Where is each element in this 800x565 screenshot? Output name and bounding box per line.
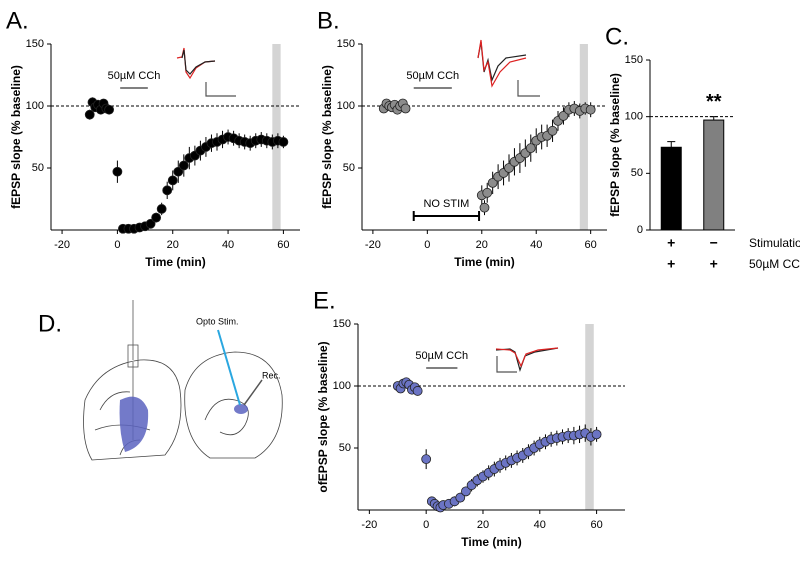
data-point	[455, 492, 466, 503]
significance: **	[706, 91, 722, 113]
x-tick-label: 60	[585, 239, 597, 251]
y-tick-label: 150	[333, 318, 351, 330]
y-tick-label: 50	[32, 162, 44, 174]
x-tick-label: -20	[365, 239, 381, 251]
data-point	[421, 454, 432, 465]
data-point	[156, 204, 167, 214]
y-tick-label: 50	[343, 162, 355, 174]
x-tick-label: 20	[167, 239, 179, 251]
panel-label: A.	[6, 7, 29, 34]
panel-label: C.	[605, 23, 629, 50]
data-point	[278, 137, 289, 147]
y-tick-label: 0	[637, 224, 643, 236]
x-tick-label: 60	[590, 519, 602, 531]
data-point	[112, 166, 123, 177]
panel-label: E.	[313, 287, 336, 314]
y-tick-label: 150	[337, 38, 355, 50]
data-point	[558, 111, 569, 121]
row-value: +	[667, 256, 675, 272]
no-stim-label: NO STIM	[423, 198, 469, 210]
row-value: +	[667, 235, 675, 251]
row-value: −	[710, 235, 718, 251]
x-tick-label: 40	[222, 239, 234, 251]
x-axis-title: Time (min)	[454, 255, 514, 269]
data-point	[412, 386, 423, 396]
drug-label: 50µM CCh	[406, 70, 459, 82]
row-name: Stimulation	[749, 236, 800, 250]
data-point	[178, 160, 189, 171]
inset-trace-a	[176, 47, 236, 97]
data-point	[487, 177, 498, 188]
error-bar	[667, 141, 676, 148]
y-axis-title: fEPSP slope (% baseline)	[320, 65, 334, 209]
data-point	[479, 202, 490, 213]
highlight-band	[585, 324, 594, 510]
y-axis-title: fEPSP slope (% baseline)	[608, 73, 622, 217]
diagram-label: Rec.	[262, 370, 281, 380]
x-tick-label: 20	[476, 239, 488, 251]
panel-label: D.	[38, 310, 62, 337]
y-tick-label: 50	[631, 167, 643, 179]
y-tick-label: 150	[26, 38, 44, 50]
y-axis-title: ofEPSP slope (% baseline)	[316, 341, 330, 492]
y-tick-label: 100	[26, 100, 44, 112]
bar	[703, 119, 725, 231]
bar	[660, 146, 682, 231]
highlight-band	[579, 44, 588, 230]
data-point	[104, 104, 114, 115]
y-tick-label: 100	[337, 100, 355, 112]
data-point	[461, 486, 471, 497]
data-point	[84, 109, 95, 120]
data-point	[151, 212, 162, 223]
inset-trace-b	[477, 39, 540, 97]
y-tick-label: 100	[333, 380, 351, 392]
error-bar	[709, 116, 718, 121]
no-stim-bar	[412, 211, 481, 221]
x-tick-label: 40	[534, 519, 546, 531]
data-point	[585, 104, 596, 115]
panel-label: B.	[317, 7, 340, 34]
data-point	[547, 125, 558, 136]
y-tick-label: 50	[339, 442, 351, 454]
diagram-label: Opto Stim.	[196, 316, 239, 326]
row-name: 50µM CCh	[749, 257, 800, 271]
x-axis-title: Time (min)	[461, 535, 521, 549]
data-point	[400, 103, 411, 114]
data-point	[591, 429, 602, 440]
x-tick-label: 20	[477, 519, 489, 531]
data-point	[173, 166, 184, 177]
diagram-d: D. Opto Stim. Rec.	[38, 300, 283, 461]
x-tick-label: 60	[277, 239, 289, 251]
data-point	[162, 185, 173, 196]
data-point	[145, 218, 156, 229]
data-point	[525, 143, 536, 154]
drug-label: 50µM CCh	[415, 350, 468, 362]
data-point	[167, 175, 178, 186]
data-point	[482, 187, 493, 198]
x-tick-label: 0	[114, 239, 120, 251]
y-axis-title: fEPSP slope (% baseline)	[9, 65, 23, 209]
x-axis-title: Time (min)	[145, 255, 205, 269]
x-tick-label: -20	[54, 239, 70, 251]
y-tick-label: 150	[625, 54, 643, 66]
data-point	[504, 163, 514, 173]
x-tick-label: 0	[423, 519, 429, 531]
x-tick-label: 0	[424, 239, 430, 251]
x-tick-label: 40	[530, 239, 542, 251]
inset-trace-e	[495, 347, 559, 373]
y-tick-label: 100	[625, 111, 643, 123]
row-value: +	[710, 256, 718, 272]
x-tick-label: -20	[361, 519, 377, 531]
drug-label: 50µM CCh	[108, 70, 161, 82]
